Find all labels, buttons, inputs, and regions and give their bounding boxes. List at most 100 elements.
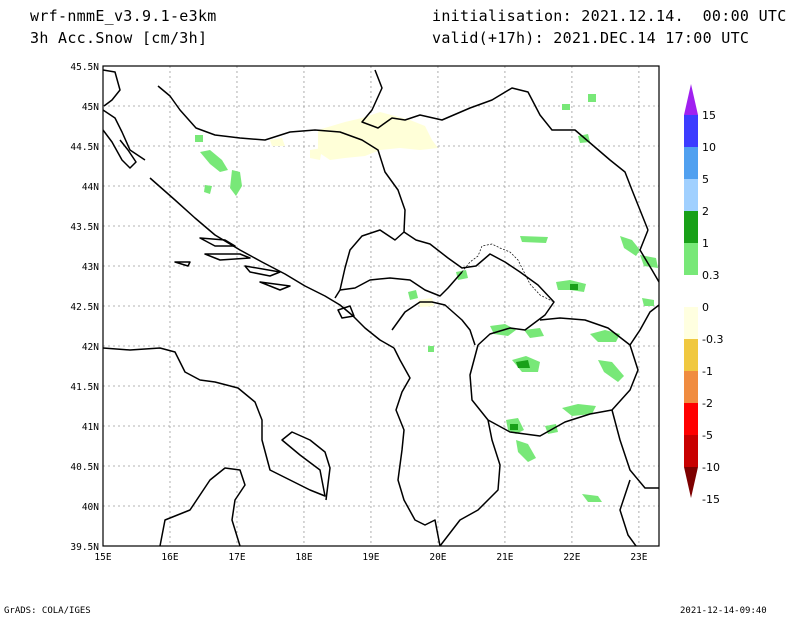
snow-area-11 bbox=[590, 330, 620, 342]
snow-area-23 bbox=[562, 104, 570, 110]
colorbar-label: -2 bbox=[702, 397, 713, 410]
island-5 bbox=[259, 281, 291, 291]
colorbar-label: -10 bbox=[702, 461, 720, 474]
colorbar-label: 0 bbox=[702, 301, 709, 314]
colorbar-segment bbox=[684, 243, 698, 275]
montenegro-border bbox=[339, 271, 463, 297]
bulgaria-west-border bbox=[629, 304, 659, 346]
snow-area-5 bbox=[520, 236, 548, 243]
snow-area-25 bbox=[428, 346, 434, 352]
colorbar-segment bbox=[684, 211, 698, 243]
snow-area-bosnia bbox=[318, 112, 438, 160]
island-4 bbox=[244, 265, 281, 277]
lat-tick-label: 41.5N bbox=[70, 382, 99, 393]
footer-timestamp: 2021-12-14-09:40 bbox=[680, 606, 767, 616]
latitude-labels: 39.5N 40N 40.5N 41N 41.5N 42N 42.5N 43N 43.5N 44N… bbox=[70, 62, 99, 553]
footer-credit: GrADS: COLA/IGES bbox=[4, 606, 91, 616]
colorbar-segment bbox=[684, 307, 698, 339]
colorbar-segment bbox=[684, 371, 698, 403]
bosnia-border bbox=[157, 85, 406, 299]
bulgaria-greece-border bbox=[611, 409, 659, 489]
snow-area-2 bbox=[230, 170, 242, 196]
snow-area-18 bbox=[582, 494, 602, 502]
snow-core-2 bbox=[510, 424, 518, 430]
lat-tick-label: 40N bbox=[82, 502, 99, 513]
greece-east-coast bbox=[619, 479, 637, 546]
lon-tick-label: 15E bbox=[94, 552, 111, 563]
serbia-north-border bbox=[361, 69, 649, 231]
lon-tick-label: 22E bbox=[563, 552, 580, 563]
snow-area-3 bbox=[195, 135, 203, 142]
snow-area-west bbox=[270, 138, 285, 146]
colorbar-segment bbox=[684, 339, 698, 371]
lat-tick-label: 43.5N bbox=[70, 222, 99, 233]
albania-north-border bbox=[391, 301, 476, 346]
colorbar-label: -1 bbox=[702, 365, 713, 378]
colorbar-label: 2 bbox=[702, 205, 709, 218]
colorbar-label: 5 bbox=[702, 173, 709, 186]
lat-tick-label: 44.5N bbox=[70, 142, 99, 153]
colorbar-segment bbox=[684, 275, 698, 307]
initialisation-time: initialisation: 2021.12.14. 00:00 UTC bbox=[432, 7, 787, 25]
snow-core-areas bbox=[510, 284, 578, 430]
colorbar-label: -15 bbox=[702, 493, 720, 506]
snow-area-16 bbox=[516, 440, 536, 462]
colorbar-label: 10 bbox=[702, 141, 716, 154]
colorbar-label: 0.3 bbox=[702, 269, 720, 282]
colorbar-segment bbox=[684, 147, 698, 179]
bulgaria-serbia-border bbox=[639, 229, 659, 283]
lat-tick-label: 42.5N bbox=[70, 302, 99, 313]
colorbar-label: -5 bbox=[702, 429, 713, 442]
map-frame bbox=[102, 65, 660, 547]
italy-south-coast bbox=[159, 467, 246, 546]
lat-tick-label: 44N bbox=[82, 182, 99, 193]
lon-tick-label: 18E bbox=[295, 552, 312, 563]
lon-tick-label: 21E bbox=[496, 552, 513, 563]
lat-tick-label: 39.5N bbox=[70, 542, 99, 553]
longitude-labels: 15E 16E 17E 18E 19E 20E 21E 22E 23E bbox=[94, 552, 647, 563]
snow-area-4 bbox=[204, 185, 212, 194]
valid-time: valid(+17h): 2021.DEC.14 17:00 UTC bbox=[432, 29, 750, 47]
snow-area-10 bbox=[524, 328, 544, 338]
lat-tick-label: 43N bbox=[82, 262, 99, 273]
lon-tick-label: 17E bbox=[228, 552, 245, 563]
colorbar-top-arrow bbox=[684, 84, 698, 115]
lat-tick-label: 45.5N bbox=[70, 62, 99, 73]
snow-area-1 bbox=[200, 150, 228, 172]
snow-area-14 bbox=[562, 404, 596, 416]
colorbar-segment bbox=[684, 179, 698, 211]
serbia-south-border bbox=[403, 231, 555, 346]
island-2 bbox=[204, 253, 251, 261]
lat-tick-label: 40.5N bbox=[70, 462, 99, 473]
model-title: wrf-nmmE_v3.9.1-e3km bbox=[30, 7, 217, 25]
snow-area-24 bbox=[642, 298, 654, 306]
lon-tick-label: 20E bbox=[429, 552, 446, 563]
snow-negative-areas bbox=[270, 112, 438, 307]
snow-core-3 bbox=[570, 284, 578, 290]
lon-tick-label: 16E bbox=[161, 552, 178, 563]
colorbar: 15 10 5 2 1 0.3 0 -0.3 -1 -2 -5 -10 -15 bbox=[684, 84, 723, 506]
field-title: 3h Acc.Snow [cm/3h] bbox=[30, 29, 208, 47]
island-3 bbox=[174, 261, 191, 267]
lon-tick-label: 23E bbox=[630, 552, 647, 563]
lon-tick-label: 19E bbox=[362, 552, 379, 563]
snow-area-13 bbox=[598, 360, 624, 382]
lat-tick-label: 45N bbox=[82, 102, 99, 113]
albania-greece-coast bbox=[393, 347, 441, 546]
colorbar-segment bbox=[684, 435, 698, 467]
istria-coast bbox=[103, 69, 121, 107]
croatia-north-coast bbox=[103, 109, 146, 161]
snow-area-20 bbox=[408, 290, 418, 300]
albania-greece-border bbox=[439, 419, 501, 546]
colorbar-bottom-arrow bbox=[684, 467, 698, 498]
snow-area-19 bbox=[456, 270, 468, 280]
coastlines-borders bbox=[103, 69, 659, 546]
colorbar-segment bbox=[684, 115, 698, 147]
dalmatia-coast bbox=[149, 177, 395, 349]
snow-area-6 bbox=[620, 236, 640, 256]
colorbar-label: 1 bbox=[702, 237, 709, 250]
kosovo-border bbox=[461, 243, 555, 303]
snow-area-small bbox=[310, 148, 322, 160]
italy-coast bbox=[103, 347, 331, 501]
